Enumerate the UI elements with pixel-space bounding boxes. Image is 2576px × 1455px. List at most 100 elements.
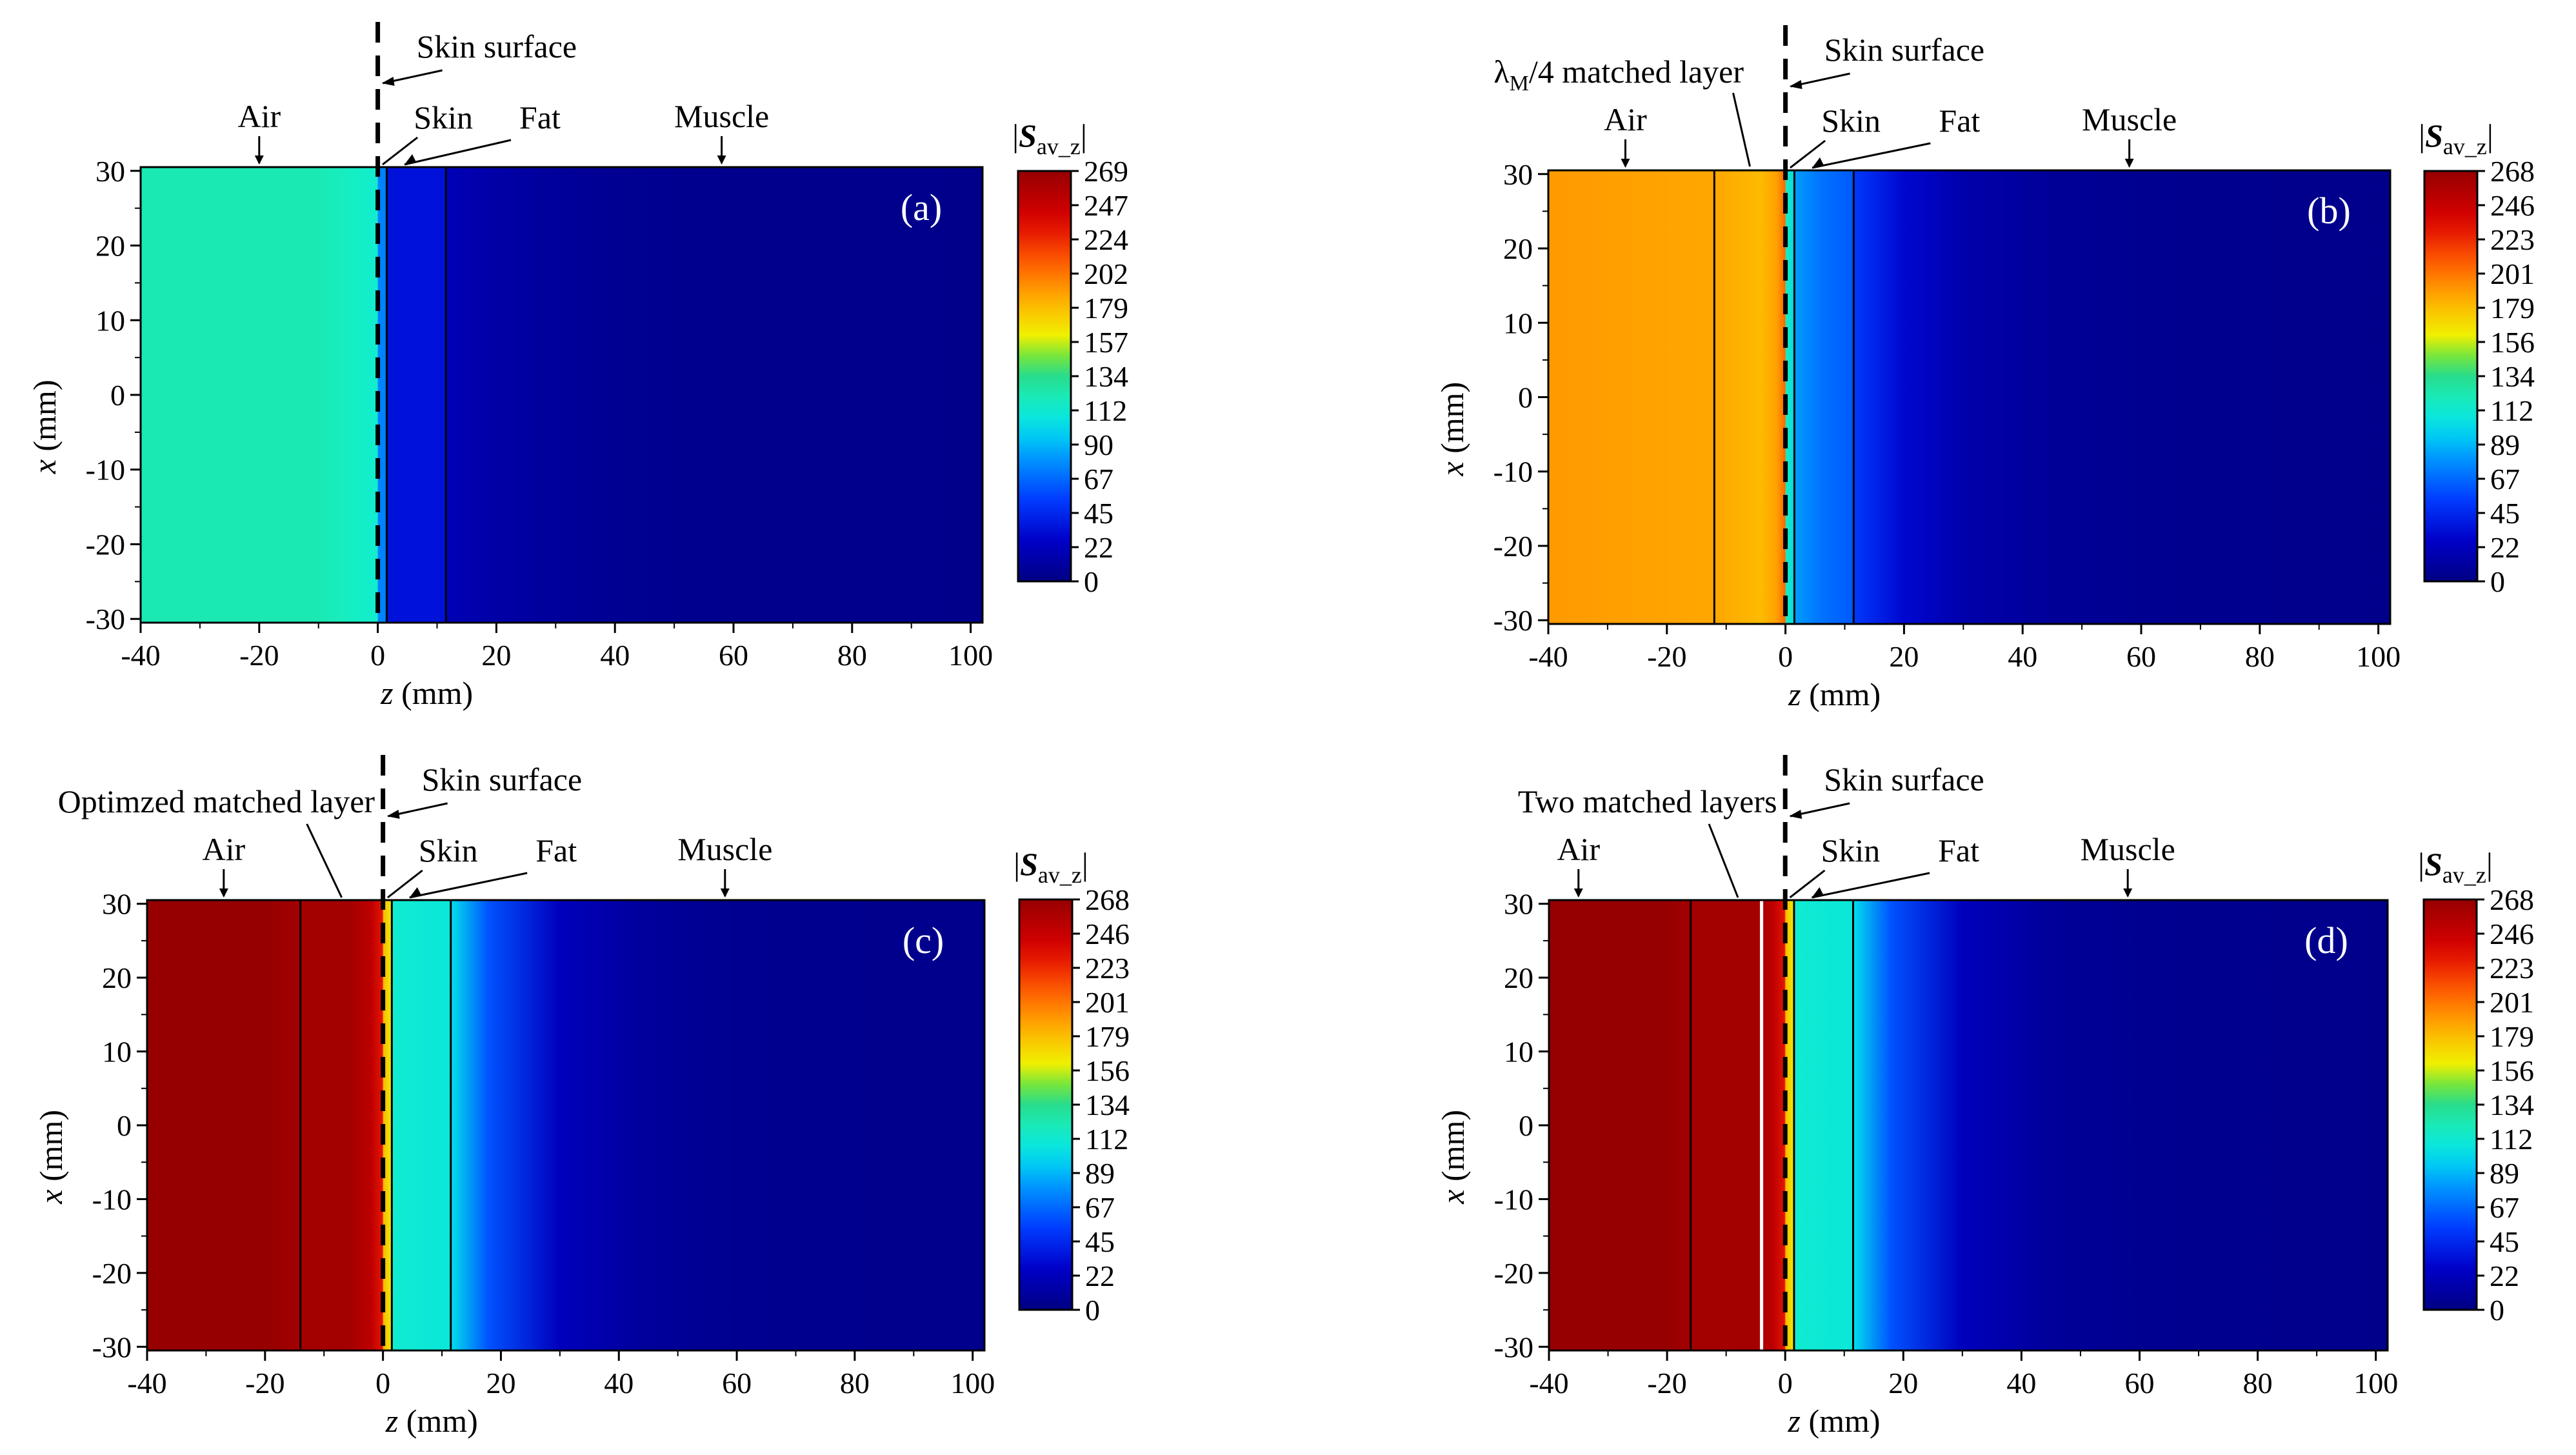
colorbar-tick-label: 22: [1084, 531, 1113, 564]
colorbar-tick-label: 112: [1085, 1123, 1128, 1156]
colorbar-tick-label: 0: [1084, 565, 1099, 598]
panel-tag: (a): [901, 186, 942, 228]
region-pointer: [382, 136, 419, 166]
colorbar-tick-label: 22: [1085, 1259, 1115, 1292]
y-tick-label: -10: [1493, 456, 1533, 488]
x-tick-label: 60: [2126, 640, 2156, 673]
y-axis-unit: (mm): [1435, 1110, 1471, 1190]
x-axis-unit: (mm): [394, 675, 474, 711]
x-tick-label: 80: [2243, 1367, 2273, 1400]
colorbar-tick-label: 179: [1084, 292, 1128, 325]
colorbar-bar-right: |: [2486, 846, 2493, 882]
x-tick-label: -20: [1647, 640, 1686, 673]
skin-surface-label: Skin surface: [1824, 32, 1985, 68]
matched-layer-sub: M: [1510, 72, 1529, 95]
colorbar-tick-label: 0: [2490, 1294, 2504, 1327]
colorbar-bar-right: |: [1082, 846, 1088, 882]
region-pointer: [1789, 869, 1826, 899]
y-tick-label: -30: [92, 1330, 132, 1363]
colorbar: [2423, 170, 2479, 583]
colorbar-tick-label: 45: [1085, 1225, 1115, 1258]
matched-layer-label: Two matched layers: [1518, 783, 1777, 819]
x-tick-label: 20: [486, 1367, 515, 1400]
x-tick-label: 40: [2008, 640, 2037, 673]
x-tick-label: -20: [1647, 1367, 1686, 1400]
x-tick-label: 100: [950, 1367, 995, 1400]
colorbar-title-main: S: [2424, 846, 2442, 882]
x-tick-label: 20: [481, 639, 511, 672]
y-tick-label: -30: [1493, 604, 1533, 637]
y-axis-label: x (mm): [1435, 1110, 1471, 1205]
colorbar-tick-label: 89: [2490, 428, 2520, 461]
y-tick-label: 10: [102, 1036, 132, 1069]
colorbar-title-sub: av_z: [2443, 134, 2487, 159]
y-tick-label: -20: [86, 528, 125, 561]
x-tick-label: -40: [1529, 1367, 1568, 1400]
y-tick-label: -10: [1494, 1183, 1533, 1216]
heatmap-field: [147, 900, 984, 1350]
y-tick-label: -20: [1493, 530, 1533, 563]
x-tick-label: 0: [1778, 640, 1793, 673]
x-axis-label: z (mm): [1788, 676, 1881, 712]
y-tick-label: 30: [95, 155, 125, 188]
region-label: Fat: [519, 99, 561, 135]
colorbar-tick-label: 201: [2490, 986, 2534, 1019]
arrow-head: [1789, 80, 1802, 89]
colorbar-tick-label: 201: [2490, 257, 2535, 290]
x-tick-label: 0: [375, 1367, 390, 1400]
colorbar-tick-label: 89: [1085, 1157, 1115, 1190]
panel-tag: (b): [2307, 190, 2351, 232]
y-tick-label: 30: [1503, 158, 1533, 191]
colorbar: [1017, 170, 1072, 583]
x-tick-label: 100: [2356, 640, 2401, 673]
x-tick-label: 0: [370, 639, 385, 672]
colorbar-title-main: S: [1019, 117, 1037, 154]
arrow-head: [409, 887, 421, 898]
matched-layer-pointer: [1708, 823, 1739, 898]
x-axis-var: z: [385, 1403, 398, 1439]
x-axis-var: z: [1788, 676, 1801, 712]
colorbar-tick-label: 67: [2490, 463, 2520, 496]
heatmap-field: [141, 167, 983, 623]
colorbar-bar-left: |: [2419, 117, 2425, 154]
x-tick-label: 80: [2245, 640, 2275, 673]
colorbar-tick-label: 134: [1084, 360, 1128, 393]
colorbar-bar-right: |: [2487, 117, 2493, 154]
x-tick-label: 60: [722, 1367, 752, 1400]
colorbar-title-sub: av_z: [2442, 862, 2486, 888]
colorbar-tick-label: 67: [1085, 1191, 1115, 1224]
colorbar: [2422, 898, 2478, 1311]
colorbar-tick-label: 224: [1084, 223, 1128, 256]
y-tick-label: -30: [86, 603, 125, 636]
y-tick-label: 0: [1518, 381, 1533, 414]
x-tick-label: 0: [1778, 1367, 1793, 1400]
arrow-head: [1812, 157, 1824, 168]
panel-tag: (d): [2304, 919, 2348, 961]
colorbar-title: |Sav_z|: [2418, 846, 2493, 888]
y-axis-label: x (mm): [26, 380, 63, 475]
y-tick-label: -20: [92, 1257, 132, 1290]
x-axis-unit: (mm): [1801, 676, 1881, 712]
region-pointer: [404, 139, 512, 166]
y-axis-var: x: [1434, 461, 1470, 476]
skin-surface-label: Skin surface: [1824, 761, 1984, 798]
arrow-head: [720, 888, 730, 898]
heatmap-field: [1548, 170, 2390, 624]
colorbar-tick-label: 134: [1085, 1089, 1130, 1121]
colorbar-tick-label: 156: [1085, 1054, 1130, 1087]
x-tick-label: 80: [837, 639, 867, 672]
colorbar-title: |Sav_z|: [2419, 117, 2493, 159]
x-axis-unit: (mm): [398, 1403, 478, 1439]
y-axis-label: x (mm): [33, 1110, 69, 1205]
x-tick-label: 40: [600, 639, 630, 672]
heatmap-field: [1549, 900, 2388, 1350]
colorbar-title: |Sav_z|: [1012, 117, 1087, 159]
matched-layer-label: λM/4 matched layer: [1493, 54, 1744, 95]
colorbar-tick-label: 45: [1084, 497, 1113, 530]
arrow-head: [1573, 888, 1583, 898]
colorbar-tick-label: 67: [1084, 463, 1113, 496]
skin-surface-label: Skin surface: [422, 761, 583, 798]
colorbar-tick-label: 246: [1085, 918, 1130, 950]
matched-layer-label: Optimzed matched layer: [58, 783, 375, 819]
